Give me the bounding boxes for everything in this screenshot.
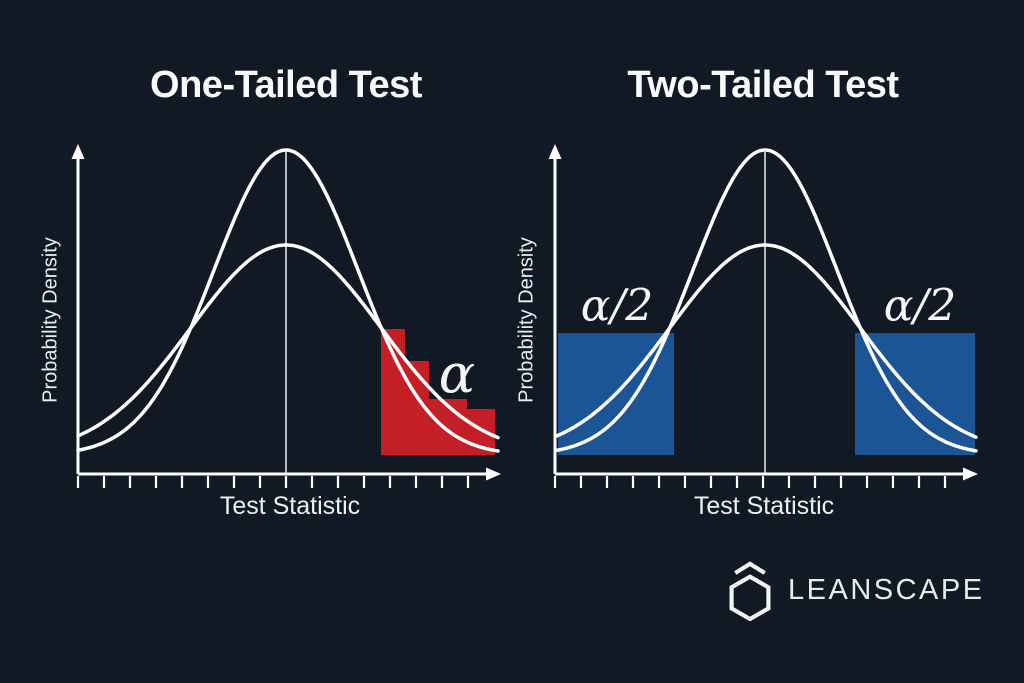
two-tailed-tick-marks: [553, 476, 947, 488]
two-tailed-x-axis-label: Test Statistic: [693, 492, 835, 520]
hexagon-caret-icon: [729, 561, 771, 621]
two-tailed-y-axis-label: Probability Density: [515, 237, 538, 403]
two-tailed-plot: [548, 144, 978, 488]
alpha-rejection-region: [381, 329, 495, 455]
one-tailed-x-axis-label: Test Statistic: [219, 492, 361, 520]
one-tailed-y-axis-arrow-icon: [71, 144, 85, 159]
alpha-half-right-label: α/2: [883, 280, 957, 332]
two-tailed-title: Two-Tailed Test: [627, 64, 899, 106]
one-tailed-plot: [71, 144, 501, 488]
one-tailed-x-axis-arrow-icon: [486, 467, 501, 481]
two-tailed-x-axis-arrow-icon: [963, 467, 978, 481]
alpha-half-left-label: α/2: [580, 280, 654, 332]
alpha-region-label: α: [438, 342, 476, 406]
two-tailed-narrow-distribution-curve: [554, 148, 978, 453]
one-tailed-tick-marks: [76, 476, 470, 488]
two-tailed-wide-distribution-curve: [554, 243, 978, 439]
one-tailed-title: One-Tailed Test: [150, 64, 422, 106]
leanscape-logo: LEANSCAPE: [727, 560, 985, 621]
one-tailed-narrow-distribution-curve: [76, 148, 500, 453]
logo-text: LEANSCAPE: [788, 574, 985, 606]
two-tailed-y-axis-arrow-icon: [548, 144, 562, 159]
one-tailed-wide-distribution-curve: [76, 243, 500, 440]
one-tailed-y-axis-label: Probability Density: [39, 237, 62, 403]
